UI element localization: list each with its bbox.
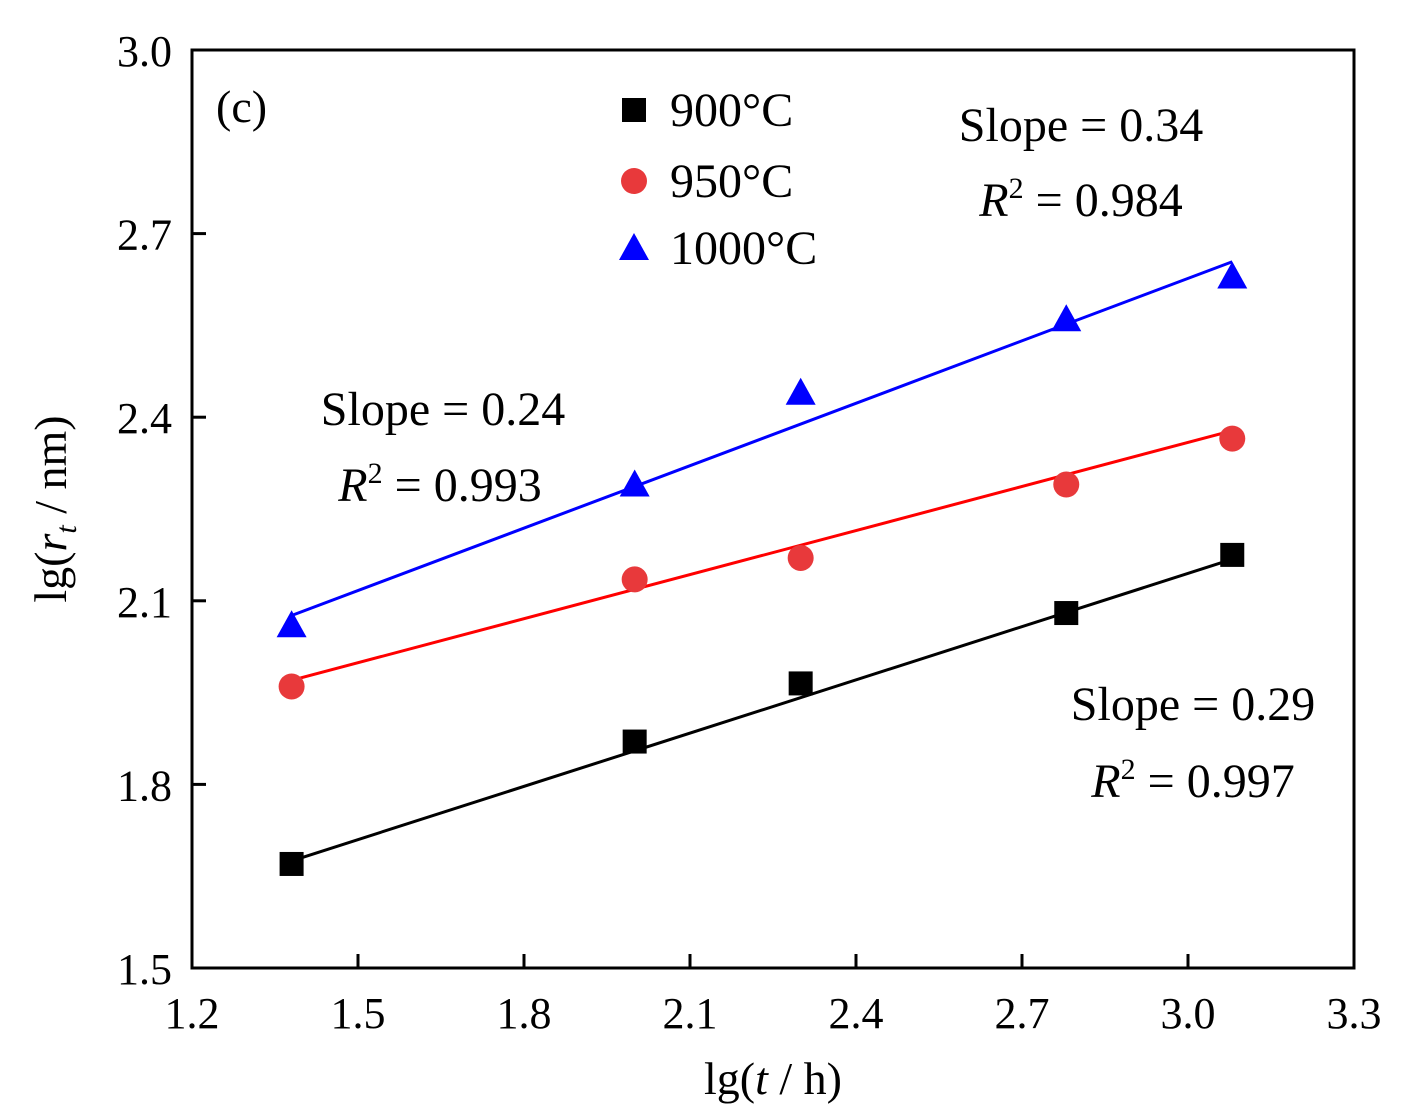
y-tick-label: 2.1 xyxy=(117,578,172,627)
x-tick-label: 3.3 xyxy=(1327,989,1382,1038)
x-tick-label: 1.5 xyxy=(331,989,386,1038)
y-tick-label: 2.4 xyxy=(117,394,172,443)
legend-label: 900°C xyxy=(670,84,793,137)
panel-label: (c) xyxy=(216,81,267,132)
fit-line-circle xyxy=(291,429,1233,682)
annotations: Slope = 0.29 R2 = 0.997 Slope = 0.24 R2 = 0… xyxy=(321,99,1315,808)
legend-label: 950°C xyxy=(670,155,793,208)
r-squared-label: R2 = 0.993 xyxy=(337,457,541,512)
data-point-circle xyxy=(621,566,648,593)
slope-label: Slope = 0.34 xyxy=(959,99,1203,152)
fit-line-triangle xyxy=(291,260,1233,617)
plot-frame xyxy=(190,48,1356,970)
data-point-triangle xyxy=(619,469,650,497)
r-squared-label: R2 = 0.984 xyxy=(978,172,1182,227)
x-tick-label: 2.4 xyxy=(829,989,884,1038)
data-point-triangle xyxy=(785,377,816,405)
y-axis-title: lg(rt / nm) xyxy=(25,415,83,602)
x-tick-label: 3.0 xyxy=(1161,989,1216,1038)
data-point-triangle xyxy=(1217,261,1248,289)
data-point-triangle xyxy=(276,610,307,638)
data-point-square xyxy=(1220,542,1245,567)
data-point-square xyxy=(1054,601,1079,626)
data-point-square xyxy=(622,729,647,754)
data-point-circle xyxy=(787,544,814,571)
legend-marker-circle xyxy=(621,168,647,194)
data-point-triangle xyxy=(1051,304,1082,332)
r-squared-label: R2 = 0.997 xyxy=(1090,753,1294,808)
data-point-circle xyxy=(1219,425,1246,452)
legend-label: 1000°C xyxy=(670,222,817,275)
data-markers xyxy=(276,261,1248,876)
x-tick-label: 1.2 xyxy=(165,989,220,1038)
x-axis-title: lg(t / h) xyxy=(704,1053,842,1104)
data-point-square xyxy=(279,851,304,876)
data-point-circle xyxy=(1053,471,1080,498)
legend: 900°C 950°C 1000°C xyxy=(619,84,817,275)
slope-label: Slope = 0.29 xyxy=(1071,678,1315,731)
legend-marker-triangle xyxy=(619,233,649,260)
y-tick-label: 1.8 xyxy=(117,761,172,810)
y-tick-label: 1.5 xyxy=(117,945,172,994)
axis-ticks: 1.2 1.5 1.8 2.1 2.4 2.7 3.0 3.31.51.82.12.42.73… xyxy=(117,27,1382,1038)
legend-marker-square xyxy=(622,98,646,122)
slope-label: Slope = 0.24 xyxy=(321,383,565,436)
x-tick-label: 1.8 xyxy=(497,989,552,1038)
data-point-circle xyxy=(278,673,305,700)
y-tick-label: 3.0 xyxy=(117,27,172,76)
data-point-square xyxy=(788,671,813,696)
x-tick-label: 2.1 xyxy=(663,989,718,1038)
x-tick-label: 2.7 xyxy=(995,989,1050,1038)
y-tick-label: 2.7 xyxy=(117,211,172,260)
